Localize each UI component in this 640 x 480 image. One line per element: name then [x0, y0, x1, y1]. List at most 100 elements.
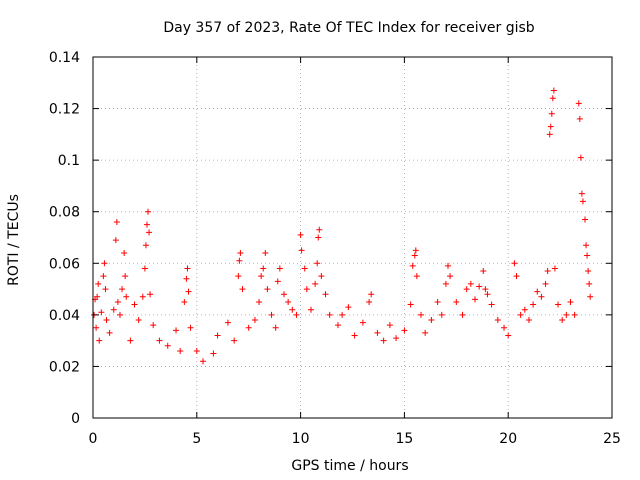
data-point: [318, 273, 325, 280]
data-point: [236, 257, 243, 264]
data-point: [334, 322, 341, 329]
data-point: [567, 298, 574, 305]
data-point: [411, 252, 418, 259]
data-point: [438, 311, 445, 318]
data-point: [258, 273, 265, 280]
data-point: [245, 324, 252, 331]
data-point: [183, 275, 190, 282]
data-point: [312, 280, 319, 287]
data-point: [293, 311, 300, 318]
y-tick-label: 0.1: [58, 153, 80, 169]
data-point: [210, 350, 217, 357]
y-tick-label: 0: [71, 411, 80, 427]
data-point: [413, 273, 420, 280]
data-point: [546, 131, 553, 138]
data-point: [276, 265, 283, 272]
data-point: [150, 322, 157, 329]
data-point: [96, 337, 103, 344]
data-point: [231, 337, 238, 344]
data-point: [123, 293, 130, 300]
data-point: [494, 317, 501, 324]
data-point: [434, 298, 441, 305]
x-tick-label: 5: [192, 431, 201, 447]
data-point: [177, 347, 184, 354]
data-point: [289, 306, 296, 313]
data-point: [571, 311, 578, 318]
data-point: [453, 298, 460, 305]
data-point: [116, 311, 123, 318]
x-ticks: 0 5 10 15 20 25: [89, 57, 621, 447]
x-tick-label: 10: [292, 431, 310, 447]
data-point: [145, 208, 152, 215]
x-tick-label: 0: [89, 431, 98, 447]
data-point: [345, 304, 352, 311]
data-point: [307, 306, 314, 313]
data-point: [100, 273, 107, 280]
data-point: [173, 327, 180, 334]
data-point: [428, 317, 435, 324]
x-tick-label: 25: [603, 431, 621, 447]
data-point: [359, 319, 366, 326]
data-point: [315, 234, 322, 241]
data-point: [351, 332, 358, 339]
data-point: [274, 278, 281, 285]
data-point: [110, 306, 117, 313]
data-point: [114, 298, 121, 305]
data-point: [264, 286, 271, 293]
data-point: [113, 219, 120, 226]
data-point: [156, 337, 163, 344]
data-point: [98, 309, 105, 316]
data-point: [112, 237, 119, 244]
data-point: [480, 268, 487, 275]
y-axis-label: ROTI / TECUs: [6, 194, 22, 286]
data-point: [119, 286, 126, 293]
data-point: [101, 260, 108, 267]
data-point: [586, 280, 593, 287]
data-point: [127, 337, 134, 344]
data-point: [214, 332, 221, 339]
data-point: [326, 311, 333, 318]
data-point: [237, 249, 244, 256]
data-point: [368, 291, 375, 298]
data-point: [141, 265, 148, 272]
x-axis-label: GPS time / hours: [291, 458, 408, 474]
data-point: [521, 306, 528, 313]
y-tick-label: 0.08: [49, 205, 80, 221]
data-point: [102, 286, 109, 293]
data-point: [547, 123, 554, 130]
data-point: [262, 249, 269, 256]
data-point: [555, 301, 562, 308]
data-point: [94, 293, 101, 300]
data-point: [301, 265, 308, 272]
data-point: [106, 329, 113, 336]
data-point: [122, 273, 129, 280]
data-point: [544, 268, 551, 275]
data-point: [280, 291, 287, 298]
data-point: [185, 288, 192, 295]
y-ticks: 0 0.02 0.04 0.06 0.08 0.1 0.12 0.14: [49, 50, 612, 427]
data-point: [559, 317, 566, 324]
data-point: [187, 324, 194, 331]
data-point: [184, 265, 191, 272]
data-point: [579, 198, 586, 205]
data-point: [142, 242, 149, 249]
data-point: [409, 262, 416, 269]
data-point: [530, 301, 537, 308]
data-point: [239, 286, 246, 293]
data-point: [131, 301, 138, 308]
data-point: [401, 327, 408, 334]
data-point: [517, 311, 524, 318]
data-point: [484, 291, 491, 298]
data-point: [193, 347, 200, 354]
data-point: [577, 154, 584, 161]
data-point: [386, 322, 393, 329]
data-point: [447, 273, 454, 280]
data-point: [322, 291, 329, 298]
data-point: [314, 260, 321, 267]
y-tick-label: 0.06: [49, 256, 80, 272]
data-point: [576, 115, 583, 122]
data-point: [550, 87, 557, 94]
data-point: [303, 286, 310, 293]
y-tick-label: 0.12: [49, 102, 80, 118]
data-point: [200, 358, 207, 365]
